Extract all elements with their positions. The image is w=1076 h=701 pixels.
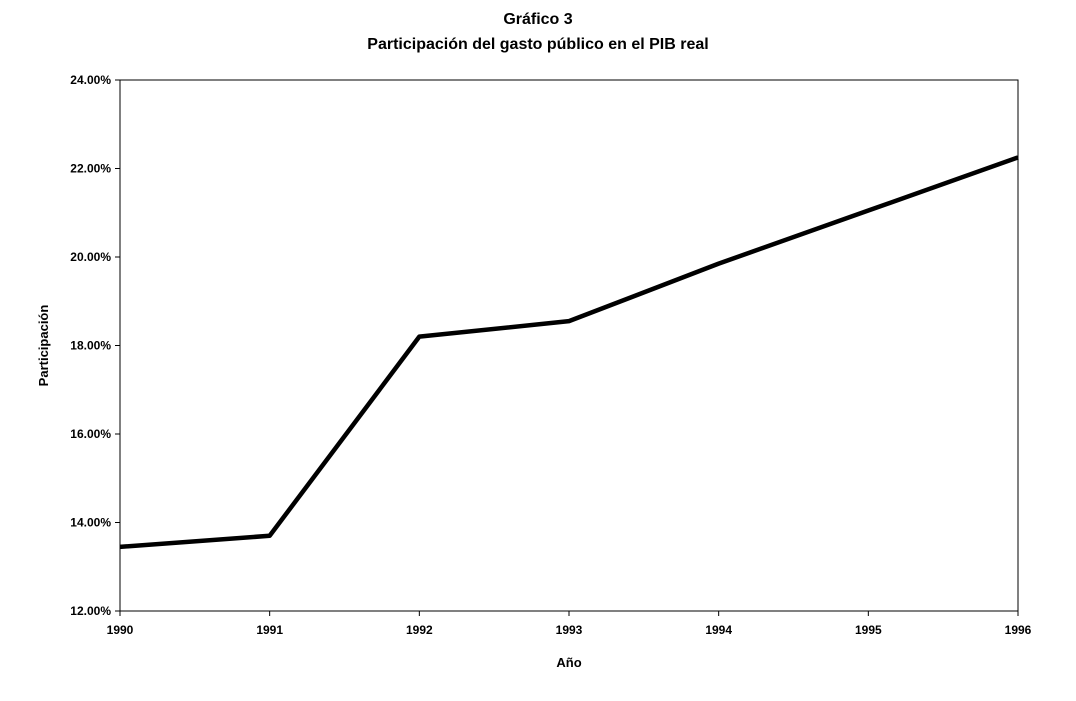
x-tick-label: 1996 <box>1005 623 1032 637</box>
plot-area <box>119 79 1019 612</box>
y-tick-label: 22.00% <box>70 162 111 176</box>
series-layer <box>119 155 1019 550</box>
y-tick-label: 14.00% <box>70 516 111 530</box>
x-axis-ticks: 1990 1991 1992 1993 1994 1995 1996 <box>107 611 1032 637</box>
x-tick-label: 1992 <box>406 623 433 637</box>
y-tick-label: 20.00% <box>70 250 111 264</box>
x-tick-label: 1994 <box>705 623 732 637</box>
plot-frame <box>119 79 1019 612</box>
x-tick-label: 1991 <box>256 623 283 637</box>
x-tick-label: 1993 <box>556 623 583 637</box>
y-axis-title: Participación <box>36 305 51 387</box>
x-tick-label: 1995 <box>855 623 882 637</box>
series-line <box>119 155 1019 550</box>
y-tick-label: 18.00% <box>70 339 111 353</box>
x-axis-title: Año <box>556 655 581 670</box>
chart-subtitle: Participación del gasto público en el PI… <box>367 36 709 53</box>
y-tick-label: 16.00% <box>70 427 111 441</box>
y-tick-label: 24.00% <box>70 73 111 87</box>
x-tick-label: 1990 <box>107 623 134 637</box>
chart-title: Gráfico 3 <box>503 11 573 28</box>
y-tick-label: 12.00% <box>70 604 111 618</box>
y-axis-ticks: 12.00% 14.00% 16.00% 18.00% 20.00% 22.00% 24.0… <box>70 73 120 618</box>
